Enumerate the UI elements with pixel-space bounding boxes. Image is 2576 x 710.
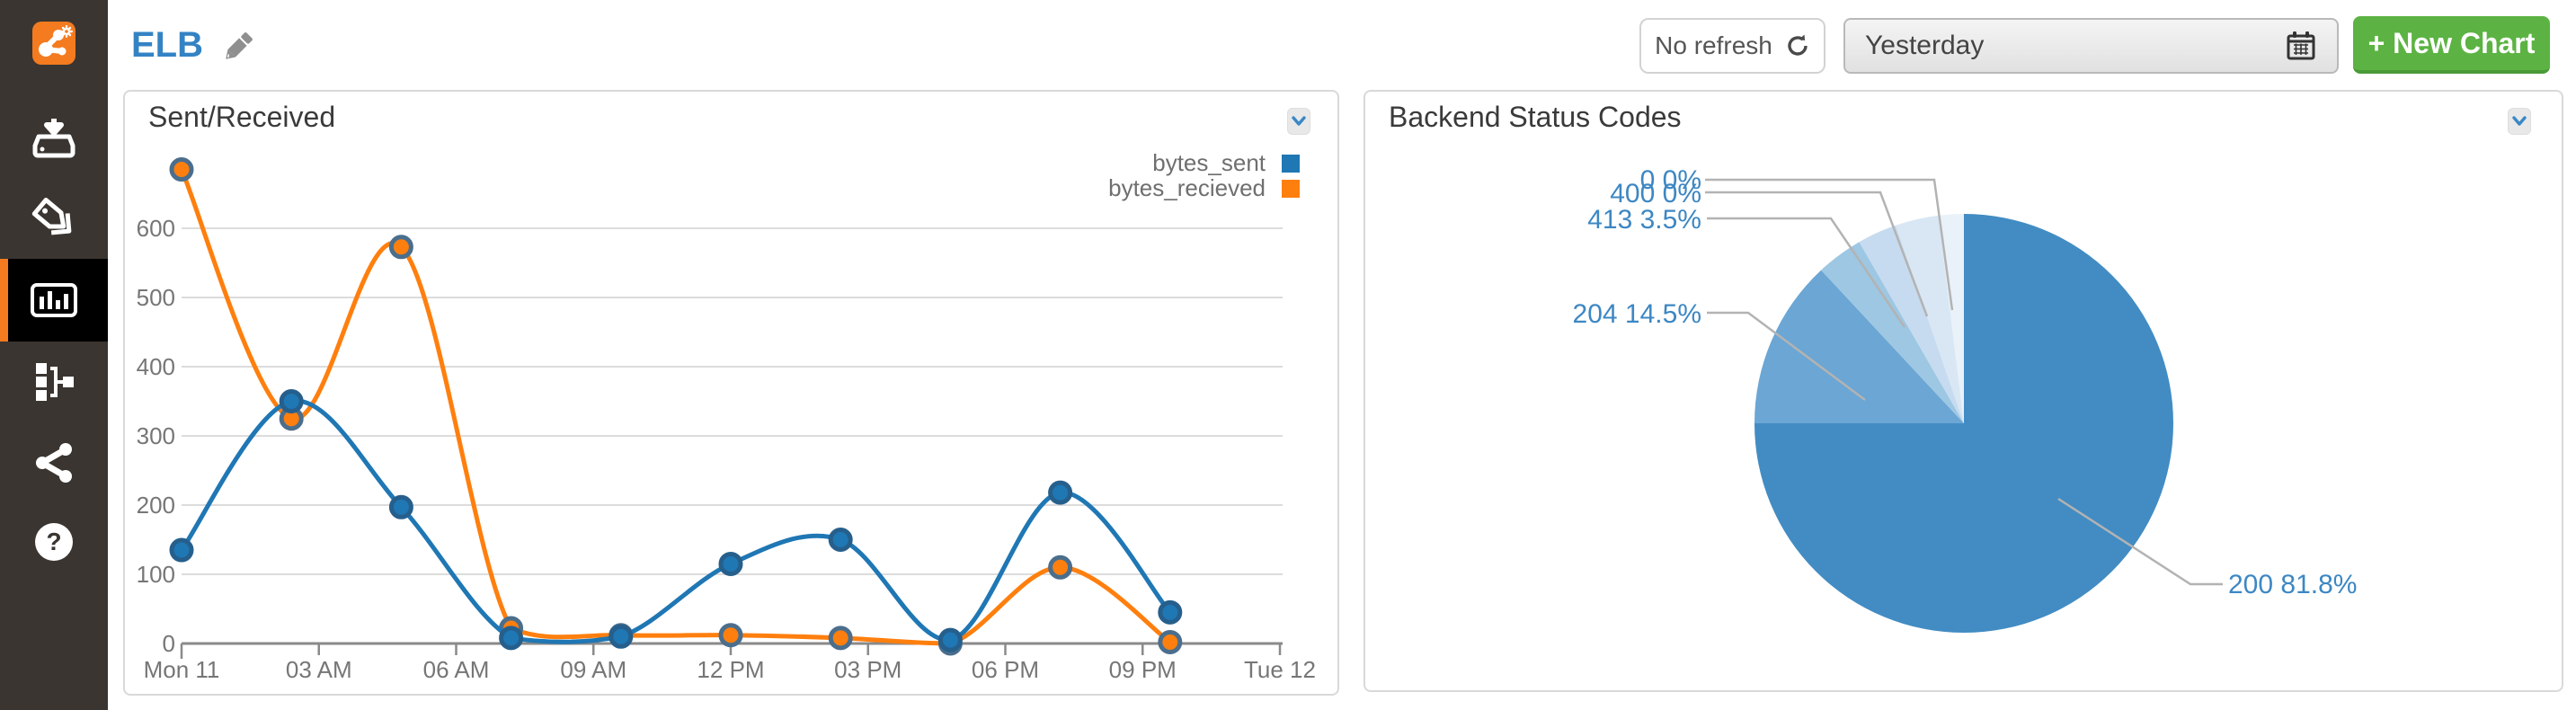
share-icon: [35, 443, 72, 483]
calendar-icon: [2287, 31, 2315, 60]
legend-label: bytes_sent: [1152, 149, 1266, 176]
pie-label-204: 204 14.5%: [1572, 299, 1701, 329]
bar-chart-icon: [31, 283, 77, 317]
help-icon: ?: [35, 523, 73, 561]
app-logo-icon[interactable]: [32, 22, 76, 65]
legend-item-bytes-sent[interactable]: bytes_sent: [996, 149, 1300, 177]
gear-glyph: [60, 25, 73, 38]
x-axis-tick-4: 12 PM: [697, 656, 765, 683]
x-axis-tick-8: Tue 12: [1244, 656, 1316, 683]
pie-label-413: 413 3.5%: [1587, 205, 1701, 235]
sidebar-item-pipeline[interactable]: [0, 343, 108, 421]
y-axis-tick-400: 400: [136, 353, 175, 380]
refresh-mode-button[interactable]: No refresh: [1639, 18, 1825, 74]
chevron-down-icon: [1292, 116, 1306, 126]
legend-item-bytes-recieved[interactable]: bytes_recieved: [996, 174, 1300, 202]
tag-icon: [31, 197, 72, 235]
x-axis-tick-1: 03 AM: [285, 656, 352, 683]
sidebar-item-share[interactable]: [0, 424, 108, 501]
y-axis-tick-500: 500: [136, 284, 175, 311]
refresh-mode-label: No refresh: [1655, 31, 1772, 59]
sidebar-item-tags[interactable]: [0, 180, 108, 257]
page-title: ELB: [131, 25, 203, 65]
x-axis-tick-0: Mon 11: [143, 656, 220, 683]
pie-label-400: 400 0%: [1610, 179, 1701, 209]
y-axis-tick-300: 300: [136, 422, 175, 449]
date-range-value: Yesterday: [1865, 31, 1985, 60]
y-axis-tick-100: 100: [136, 561, 175, 588]
edit-title-pencil-icon[interactable]: [218, 29, 256, 71]
new-chart-label: + New Chart: [2367, 26, 2536, 59]
svg-text:?: ?: [46, 528, 61, 555]
line-chart-title: Sent/Received: [148, 101, 336, 133]
pie-label-200: 200 81.8%: [2228, 570, 2358, 599]
sidebar-item-charts[interactable]: [0, 259, 108, 342]
refresh-icon: [1788, 34, 1808, 56]
sidebar: ?: [0, 0, 108, 710]
new-chart-button[interactable]: + New Chart: [2353, 16, 2550, 74]
pie-label-0: 0 0%: [1639, 165, 1701, 195]
y-axis-tick-0: 0: [162, 630, 175, 657]
x-axis-tick-7: 09 PM: [1108, 656, 1177, 683]
legend-swatch-blue: [1282, 154, 1300, 173]
x-axis-tick-6: 06 PM: [971, 656, 1040, 683]
y-axis-tick-200: 200: [136, 492, 175, 519]
pie-chart-collapse-button[interactable]: [2508, 108, 2531, 135]
line-chart-collapse-button[interactable]: [1287, 108, 1310, 135]
x-axis-tick-2: 06 AM: [422, 656, 490, 683]
pie-chart-title: Backend Status Codes: [1389, 101, 1682, 133]
x-axis-tick-5: 03 PM: [834, 656, 902, 683]
sidebar-item-downloads[interactable]: [0, 99, 108, 176]
x-axis-tick-3: 09 AM: [560, 656, 627, 683]
tree-icon: [36, 363, 74, 401]
legend-swatch-orange: [1282, 179, 1300, 198]
download-drive-icon: [32, 119, 76, 158]
chevron-down-icon: [2512, 116, 2527, 126]
y-axis-tick-600: 600: [136, 215, 175, 242]
sidebar-item-help[interactable]: ?: [0, 503, 108, 581]
date-range-picker[interactable]: Yesterday: [1843, 18, 2339, 74]
legend-label: bytes_recieved: [1108, 174, 1266, 201]
